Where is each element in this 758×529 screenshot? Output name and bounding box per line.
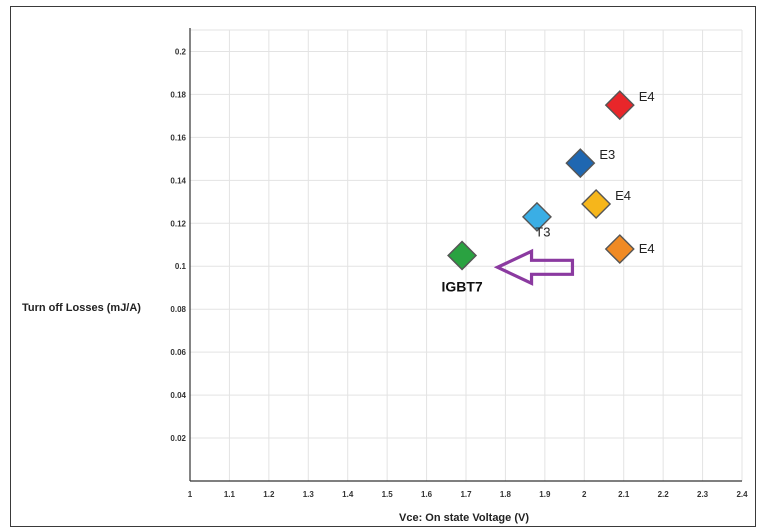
point-label: E4	[639, 241, 655, 256]
x-tick-label: 2.3	[697, 490, 709, 499]
x-tick-label: 2.4	[736, 490, 748, 499]
x-tick-label: 1	[188, 490, 193, 499]
data-point-diamond	[581, 188, 612, 219]
x-tick-label: 2	[582, 490, 587, 499]
x-tick-label: 1.2	[263, 490, 275, 499]
y-tick-label: 0.08	[170, 305, 186, 314]
data-point-diamond	[447, 240, 478, 271]
x-tick-label: 1.9	[539, 490, 551, 499]
x-tick-labels: 1 1.1 1.2 1.3 1.4 1.5 1.6 1.7 1.8 1.9 2 2.1 2.2 2.3 2.…	[188, 490, 748, 499]
y-tick-label: 0.14	[170, 176, 186, 185]
y-tick-label: 0.02	[170, 434, 186, 443]
y-tick-label: 0.2	[175, 47, 187, 56]
y-tick-label: 0.1	[175, 262, 187, 271]
y-tick-label: 0.18	[170, 90, 186, 99]
arrow-icon	[493, 248, 575, 286]
x-tick-label: 1.4	[342, 490, 354, 499]
x-tick-label: 2.1	[618, 490, 630, 499]
x-tick-label: 1.3	[303, 490, 315, 499]
data-points	[447, 90, 635, 286]
point-labels: E4 E3 E4 E4 IGBT7 T3	[441, 89, 654, 294]
data-point-diamond	[565, 148, 596, 179]
data-point-diamond	[604, 234, 635, 265]
y-tick-labels: 0.02 0.04 0.06 0.08 0.1 0.12 0.14 0.16 0.18 0.2	[170, 47, 186, 443]
x-tick-label: 2.2	[658, 490, 670, 499]
data-point-diamond	[521, 201, 552, 232]
y-tick-label: 0.16	[170, 133, 186, 142]
x-tick-label: 1.6	[421, 490, 433, 499]
data-point-diamond	[604, 90, 635, 121]
y-tick-label: 0.06	[170, 348, 186, 357]
chart-axes	[189, 28, 742, 482]
x-tick-label: 1.7	[460, 490, 472, 499]
x-tick-label: 1.5	[382, 490, 394, 499]
y-tick-label: 0.12	[170, 219, 186, 228]
x-axis-title: Vce: On state Voltage (V)	[399, 512, 529, 524]
x-tick-label: 1.1	[224, 490, 236, 499]
point-label: IGBT7	[441, 279, 482, 295]
point-label: E4	[615, 188, 631, 203]
x-tick-label: 1.8	[500, 490, 512, 499]
point-label: E4	[639, 89, 655, 104]
y-tick-label: 0.04	[170, 391, 186, 400]
annotation-label: T3	[535, 224, 550, 239]
point-label: E3	[599, 147, 615, 162]
y-axis-title: Turn off Losses (mJ/A)	[22, 302, 141, 314]
